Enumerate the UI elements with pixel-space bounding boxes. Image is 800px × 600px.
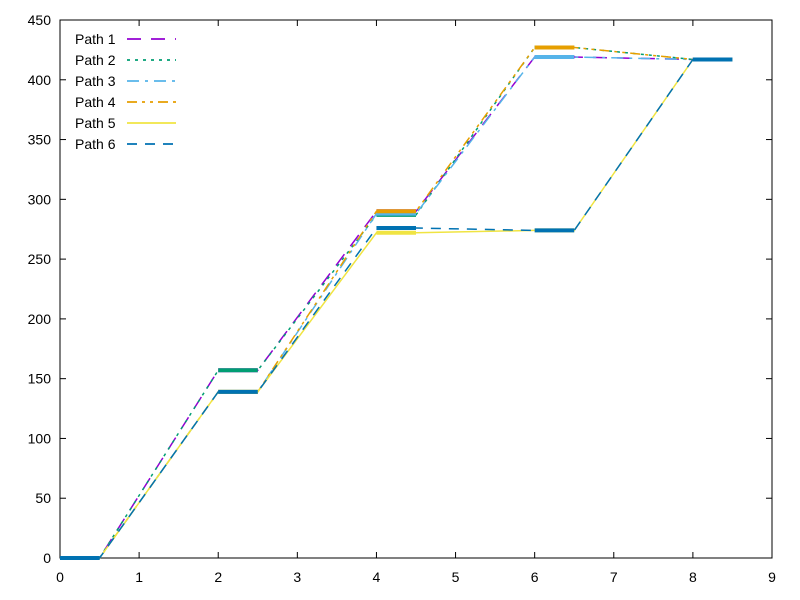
y-tick-label: 250 — [28, 251, 52, 267]
legend-label: Path 1 — [75, 31, 116, 47]
series-1 — [60, 55, 733, 560]
x-tick-label: 6 — [531, 569, 539, 585]
x-tick-label: 1 — [135, 569, 143, 585]
series-line — [60, 56, 733, 559]
x-tick-label: 3 — [293, 569, 301, 585]
legend-label: Path 2 — [75, 52, 116, 68]
chart-axes: 0 1 2 3 4 5 6 7 8 9 0 50 100 150 200 250 300 350 400 450 — [28, 12, 776, 585]
legend-label: Path 5 — [75, 115, 116, 131]
y-tick-label: 350 — [28, 132, 52, 148]
series-6 — [60, 57, 733, 560]
y-tick-label: 400 — [28, 72, 52, 88]
legend-label: Path 4 — [75, 94, 116, 110]
chart-series — [60, 45, 733, 560]
series-2 — [60, 45, 733, 560]
x-tick-label: 7 — [610, 569, 618, 585]
chart-legend: Path 1 Path 2 Path 3 Path 4 Path 5 Path 6 — [75, 31, 176, 152]
x-tick-label: 0 — [56, 569, 64, 585]
y-tick-label: 450 — [28, 12, 52, 28]
y-tick-label: 0 — [43, 550, 51, 566]
series-line — [60, 56, 733, 559]
y-tick-label: 150 — [28, 371, 52, 387]
series-5 — [60, 57, 733, 560]
x-tick-label: 5 — [452, 569, 460, 585]
x-tick-label: 8 — [689, 569, 697, 585]
series-line — [60, 46, 733, 559]
series-3 — [60, 55, 733, 560]
y-tick-label: 200 — [28, 311, 52, 327]
plot-frame — [59, 19, 773, 559]
legend-label: Path 6 — [75, 136, 116, 152]
x-tick-label: 2 — [214, 569, 222, 585]
series-line — [60, 58, 733, 559]
series-4 — [60, 45, 733, 560]
series-line — [60, 46, 733, 559]
y-tick-label: 300 — [28, 191, 52, 207]
x-tick-label: 4 — [373, 569, 381, 585]
y-tick-label: 100 — [28, 430, 52, 446]
y-tick-label: 50 — [35, 490, 51, 506]
series-line — [60, 58, 733, 559]
legend-label: Path 3 — [75, 73, 116, 89]
x-tick-label: 9 — [768, 569, 776, 585]
